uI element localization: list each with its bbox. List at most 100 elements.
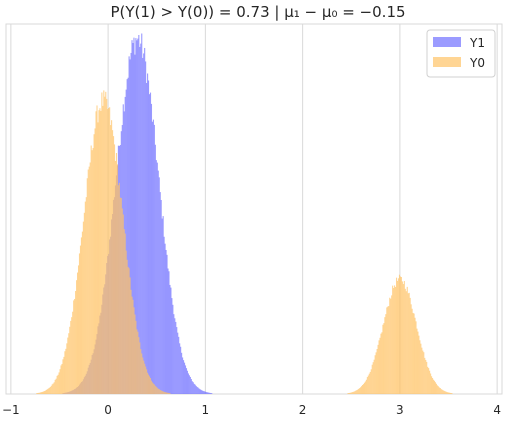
histogram-bar (197, 387, 199, 394)
histogram-bar (446, 392, 448, 394)
histogram-bar (137, 38, 139, 395)
histogram-bar (169, 393, 171, 394)
histogram-bar (401, 281, 403, 394)
histogram-bar (367, 375, 369, 394)
histogram-bar (109, 107, 111, 395)
histogram-bar (175, 321, 177, 394)
histogram-bar (39, 392, 41, 394)
histogram-bar (357, 389, 359, 394)
histogram-bar (351, 392, 353, 394)
histogram-bar (120, 198, 122, 394)
histogram-bar (157, 388, 159, 394)
histogram-bar (350, 392, 352, 394)
histogram-bar (209, 392, 211, 394)
histogram-bar (159, 389, 161, 394)
histogram-bar (426, 361, 428, 394)
histogram-bar (198, 388, 200, 394)
histogram-bar (352, 391, 354, 394)
histogram-bar (37, 392, 39, 394)
histogram-bar (179, 343, 181, 394)
histogram-bar (43, 391, 46, 394)
histogram-bar (168, 393, 170, 394)
histogram-bar (156, 162, 158, 394)
histogram-bar (207, 392, 209, 394)
histogram-bar (113, 144, 116, 394)
histogram-bar (147, 73, 149, 395)
histogram-bar (171, 298, 173, 394)
histogram-bar (56, 375, 58, 394)
histogram-bar (431, 376, 433, 394)
histogram-bar (53, 382, 55, 394)
histogram-bar (172, 304, 174, 394)
histogram-bar (189, 376, 191, 394)
histogram-bar (133, 307, 135, 394)
histogram-bar (432, 379, 435, 394)
histogram-bar (365, 379, 367, 394)
legend-swatch-y1 (433, 37, 461, 47)
histogram-bar (433, 380, 436, 394)
histogram-bar (360, 387, 362, 394)
histogram-bar (186, 370, 189, 394)
histogram-bar (131, 296, 133, 394)
histogram-bar (377, 344, 379, 394)
histogram-bar (360, 386, 363, 394)
histogram-bar (51, 384, 53, 394)
histogram-bar (38, 392, 40, 394)
histogram-bar (183, 360, 185, 394)
histogram-bar (147, 372, 149, 394)
histogram-bar (101, 92, 103, 395)
histogram-bar (435, 383, 437, 394)
histogram-bar (439, 388, 441, 394)
histogram-bar (65, 348, 67, 394)
histogram-bar (158, 177, 160, 394)
histogram-bar (47, 388, 49, 394)
histogram-bar (74, 298, 76, 394)
histogram-bar (163, 391, 165, 394)
histogram-bar (73, 300, 75, 394)
histogram-bar (176, 327, 178, 394)
histogram-bar (121, 208, 123, 394)
legend-swatch-y0 (433, 57, 461, 67)
histogram-bar (118, 182, 120, 394)
histogram-bar (167, 268, 169, 394)
histogram-bar (132, 43, 134, 395)
histogram-bar (390, 298, 392, 394)
histogram-bar (177, 332, 179, 394)
histogram-bar (208, 392, 210, 394)
histogram-bar (447, 392, 449, 394)
histogram-bar (178, 336, 180, 394)
histogram-bar (132, 299, 134, 394)
histogram-bar (410, 304, 412, 394)
histogram-bar (103, 90, 105, 394)
histogram-bar (393, 288, 395, 394)
histogram-bar (394, 285, 396, 394)
x-tick-label: 0 (104, 403, 112, 417)
histogram-bar (409, 297, 411, 394)
histogram-bar (119, 197, 121, 394)
histogram-bar (59, 369, 61, 394)
histogram-bar (168, 271, 170, 394)
histogram-bar (163, 236, 165, 394)
histogram-bar (160, 390, 162, 394)
histogram-bar (190, 379, 192, 394)
histogram-bar (96, 105, 98, 395)
histogram-bar (169, 284, 171, 394)
histogram-bar (142, 357, 144, 394)
histogram-bar (63, 356, 65, 394)
histogram-bar (130, 52, 132, 394)
histogram-bar (354, 391, 356, 394)
histogram-bar (448, 392, 450, 394)
histogram-bar (405, 291, 407, 394)
histogram-bar (102, 105, 104, 395)
histogram-bar (450, 393, 452, 394)
histogram-bar (419, 340, 421, 394)
histogram-bar (152, 383, 154, 394)
histogram-bar (147, 374, 150, 394)
histogram-bar (159, 192, 161, 394)
histogram-bar (154, 144, 156, 394)
histogram-bar (157, 170, 159, 394)
histogram-bar (196, 386, 198, 394)
histogram-bar (373, 359, 375, 394)
histogram-bar (422, 350, 424, 394)
